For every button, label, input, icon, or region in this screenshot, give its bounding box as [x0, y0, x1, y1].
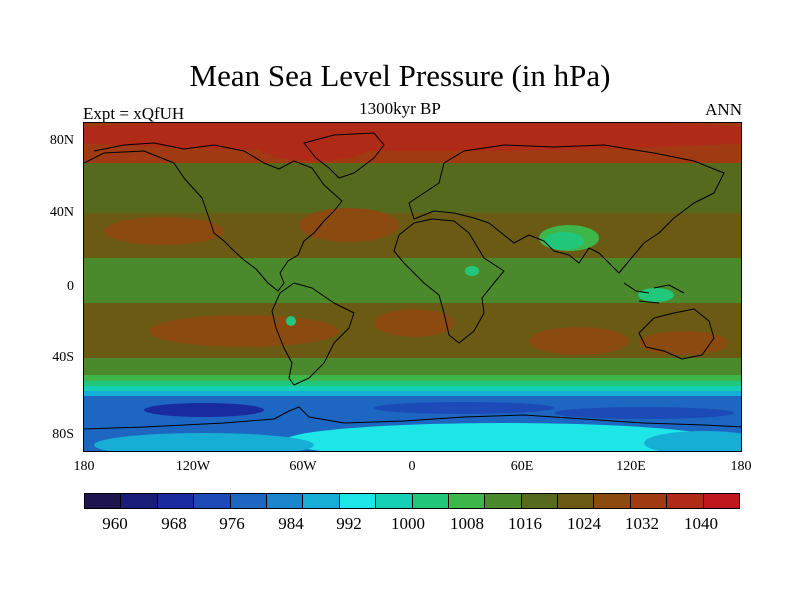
colorbar-swatch — [194, 494, 231, 508]
colorbar-label: 968 — [161, 514, 187, 533]
band-circumpolar-gradient — [84, 375, 741, 381]
southern-ocean-deep-low — [554, 407, 734, 419]
south-pacific-high — [149, 315, 339, 347]
coastline-antarctica — [84, 406, 741, 430]
arctic-high-core — [84, 123, 741, 151]
colorbar-swatch — [339, 494, 377, 508]
southern-ocean-deep-low — [144, 403, 264, 417]
y-tick-label: 80N — [49, 133, 74, 148]
band-southern-midlat — [84, 358, 741, 380]
colorbar-swatch — [157, 494, 195, 508]
x-tick-label: 60E — [510, 459, 534, 474]
x-tick-label: 120E — [616, 459, 646, 474]
colorbar-swatch — [667, 494, 704, 508]
band-circumpolar-gradient — [84, 381, 741, 386]
south-atlantic-high — [374, 309, 454, 337]
season-label: ANN — [705, 100, 742, 119]
coastline-maritime-continent — [623, 282, 685, 304]
x-tick-label: 120W — [175, 459, 211, 474]
coastline-south-america — [271, 282, 355, 386]
australia-high — [639, 331, 729, 355]
coastline-greenland — [303, 132, 385, 179]
colorbar-label: 1040 — [684, 514, 718, 533]
colorbar-swatch — [521, 494, 559, 508]
x-tick-label: 180 — [730, 459, 752, 474]
colorbar-label: 1000 — [391, 514, 425, 533]
colorbar-swatch — [485, 494, 522, 508]
x-tick-label: 0 — [408, 459, 416, 474]
y-tick-label: 40S — [52, 350, 74, 365]
colorbar-label: 992 — [336, 514, 362, 533]
chart-subtitle: 1300kyr BP — [359, 99, 441, 118]
y-tick-label: 80S — [52, 427, 74, 442]
colorbar-label: 984 — [278, 514, 304, 533]
colorbar-swatch — [230, 494, 267, 508]
asian-low-core — [544, 232, 584, 250]
colorbar-swatch — [448, 494, 486, 508]
antarctic-high — [644, 431, 741, 451]
coastline-eurasia-africa — [393, 144, 725, 344]
coastline-australia — [638, 308, 715, 360]
antarctic-high — [94, 433, 314, 451]
colorbar-swatch — [558, 494, 595, 508]
colorbar-swatch — [703, 494, 740, 508]
chart-title: Mean Sea Level Pressure (in hPa) — [189, 58, 611, 93]
colorbar-label: 1032 — [625, 514, 659, 533]
azores-high — [299, 208, 399, 242]
map-plot-area — [83, 122, 742, 452]
southern-ocean-deep-low — [374, 402, 554, 414]
colorbar-swatch — [630, 494, 668, 508]
experiment-label: Expt = xQfUH — [83, 104, 185, 123]
indian-ocean-high — [529, 327, 629, 355]
colorbar-swatch — [594, 494, 631, 508]
north-pacific-high — [104, 217, 224, 245]
amazon-low — [286, 316, 296, 326]
colorbar-swatch — [121, 494, 158, 508]
x-tick-label: 180 — [73, 459, 95, 474]
maritime-continent-low — [638, 288, 674, 302]
east-africa-low — [465, 266, 479, 276]
colorbar-swatch — [303, 494, 340, 508]
colorbar-label: 960 — [102, 514, 128, 533]
colorbar — [84, 493, 740, 509]
colorbar-label: 976 — [219, 514, 245, 533]
colorbar-label: 1024 — [567, 514, 601, 533]
colorbar-label: 1008 — [450, 514, 484, 533]
band-circumpolar-gradient — [84, 386, 741, 391]
colorbar-swatch — [376, 494, 413, 508]
x-tick-label: 60W — [289, 459, 317, 474]
colorbar-swatch — [412, 494, 449, 508]
antarctic-high — [284, 423, 724, 451]
pressure-map — [84, 123, 741, 451]
colorbar-swatch — [266, 494, 304, 508]
colorbar-swatch — [85, 494, 122, 508]
y-tick-label: 0 — [67, 279, 74, 294]
colorbar-label: 1016 — [508, 514, 542, 533]
coastline-north-america — [84, 142, 343, 292]
band-circumpolar-gradient — [84, 391, 741, 396]
y-tick-label: 40N — [49, 205, 74, 220]
